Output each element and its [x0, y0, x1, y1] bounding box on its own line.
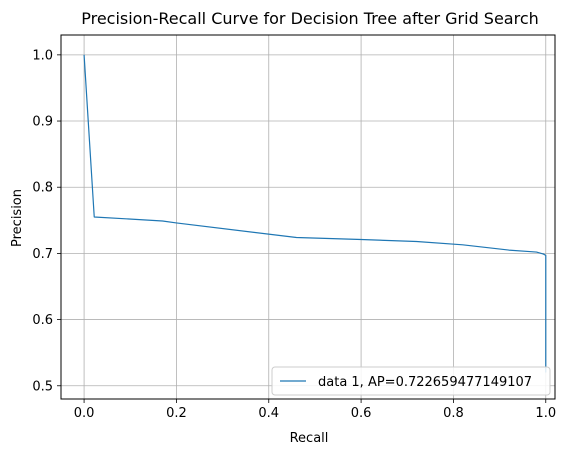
plot-frame [61, 35, 555, 399]
x-axis-label: Recall [290, 431, 329, 446]
x-tick-label: 0.8 [443, 406, 464, 421]
y-axis-ticks: 0.5 0.6 0.7 0.8 0.9 1.0 [32, 48, 61, 394]
series-line [84, 55, 546, 373]
x-axis-ticks: 0.0 0.2 0.4 0.6 0.8 1.0 [74, 399, 556, 421]
y-tick-label: 0.9 [32, 115, 53, 130]
y-tick-label: 0.8 [32, 181, 53, 196]
chart-title: Precision-Recall Curve for Decision Tree… [81, 9, 539, 28]
x-tick-label: 0.6 [351, 406, 372, 421]
y-tick-label: 1.0 [32, 48, 53, 63]
y-tick-label: 0.6 [32, 313, 53, 328]
grid-lines [61, 35, 555, 399]
x-tick-label: 0.4 [258, 406, 279, 421]
x-tick-label: 0.0 [74, 406, 95, 421]
x-tick-label: 0.2 [166, 406, 187, 421]
legend-entry-label: data 1, AP=0.722659477149107 [318, 375, 532, 390]
y-tick-label: 0.5 [32, 379, 53, 394]
legend: data 1, AP=0.722659477149107 [272, 367, 550, 395]
y-axis-label: Precision [10, 189, 25, 247]
series-layer [84, 55, 546, 373]
x-tick-label: 1.0 [535, 406, 556, 421]
y-tick-label: 0.7 [32, 247, 53, 262]
